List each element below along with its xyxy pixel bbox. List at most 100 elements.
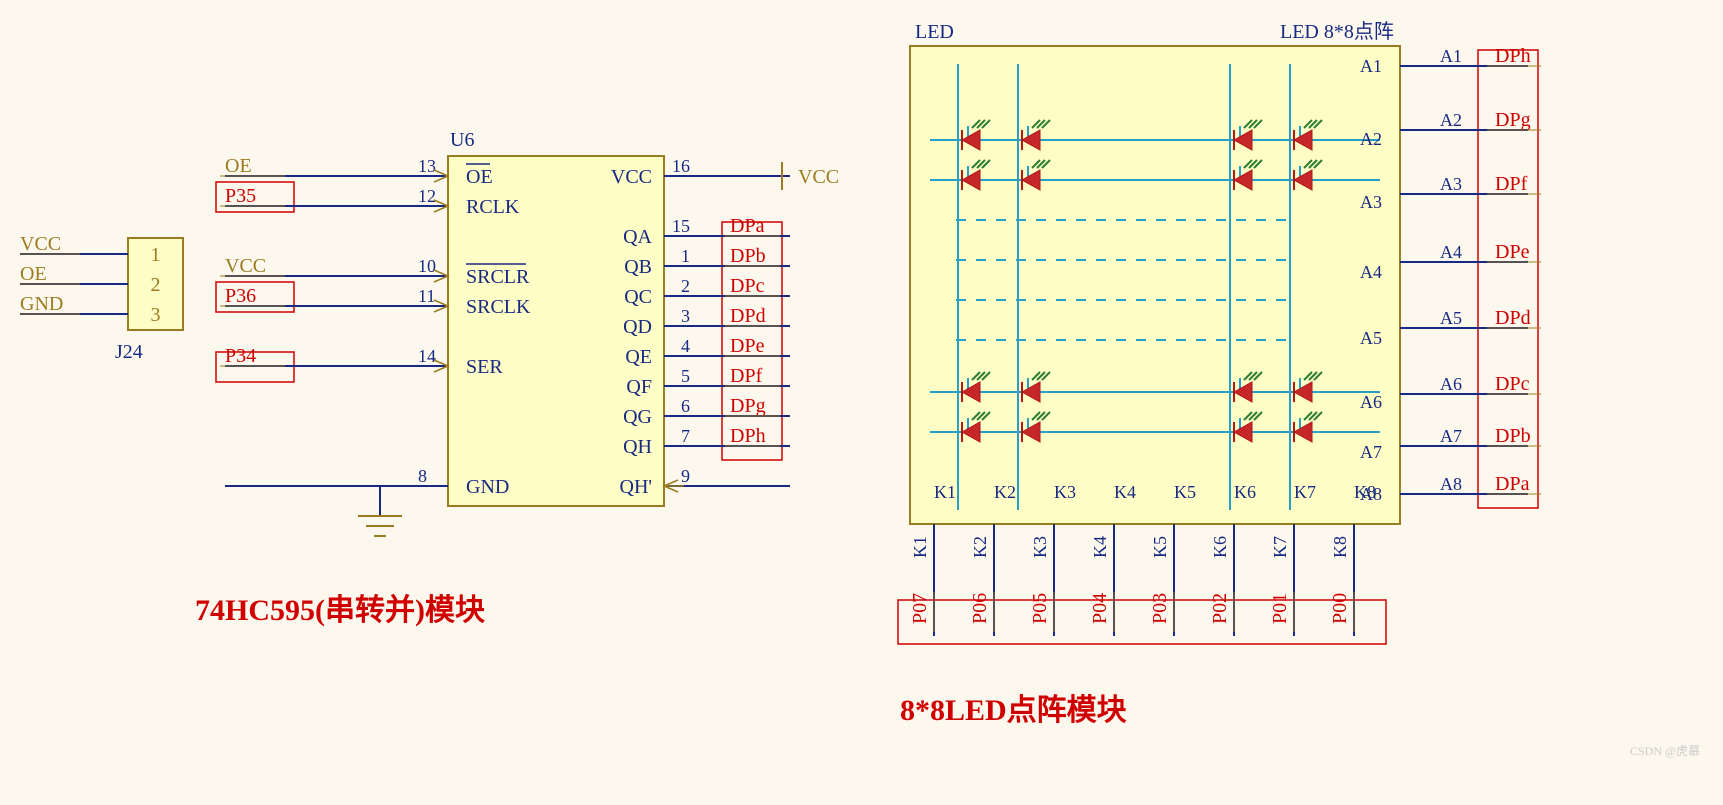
svg-text:8: 8 — [418, 466, 427, 486]
svg-text:DPh: DPh — [1495, 45, 1531, 67]
svg-text:RCLK: RCLK — [466, 196, 520, 218]
svg-text:15: 15 — [672, 216, 690, 236]
svg-text:J24: J24 — [115, 341, 143, 363]
svg-text:K4: K4 — [1090, 536, 1110, 558]
svg-text:SRCLK: SRCLK — [466, 296, 531, 318]
svg-text:A3: A3 — [1360, 192, 1382, 212]
svg-text:A2: A2 — [1440, 110, 1462, 130]
svg-text:7: 7 — [681, 426, 690, 446]
svg-text:9: 9 — [681, 466, 690, 486]
svg-text:DPf: DPf — [730, 365, 763, 387]
svg-text:A8: A8 — [1440, 474, 1462, 494]
svg-text:74HC595(串转并)模块: 74HC595(串转并)模块 — [195, 594, 485, 627]
svg-text:6: 6 — [681, 396, 690, 416]
svg-text:K1: K1 — [934, 482, 956, 502]
svg-text:A7: A7 — [1440, 426, 1462, 446]
svg-text:K8: K8 — [1354, 482, 1376, 502]
svg-text:A3: A3 — [1440, 174, 1462, 194]
svg-text:U6: U6 — [450, 129, 474, 151]
svg-text:14: 14 — [418, 346, 436, 366]
svg-text:A1: A1 — [1440, 46, 1462, 66]
svg-text:P01: P01 — [1269, 593, 1291, 624]
svg-text:OE: OE — [225, 155, 252, 177]
svg-text:K3: K3 — [1054, 482, 1076, 502]
svg-text:VCC: VCC — [611, 166, 652, 188]
svg-text:DPe: DPe — [730, 335, 765, 357]
svg-text:K5: K5 — [1174, 482, 1196, 502]
svg-text:P03: P03 — [1149, 593, 1171, 624]
svg-text:A4: A4 — [1440, 242, 1462, 262]
svg-text:QH': QH' — [620, 476, 653, 498]
svg-text:DPc: DPc — [1495, 373, 1530, 395]
svg-text:P35: P35 — [225, 185, 256, 207]
svg-text:QF: QF — [626, 376, 652, 398]
svg-text:QE: QE — [625, 346, 652, 368]
svg-text:QB: QB — [624, 256, 652, 278]
svg-text:A2: A2 — [1360, 129, 1382, 149]
svg-text:CSDN @虎慕: CSDN @虎慕 — [1630, 744, 1700, 758]
svg-text:SER: SER — [466, 356, 503, 378]
svg-text:K7: K7 — [1270, 536, 1290, 558]
svg-text:LED 8*8点阵: LED 8*8点阵 — [1280, 20, 1394, 43]
schematic-svg: 1VCC2OE3GNDJ24U613OEOE12RCLKP3510SRCLRVC… — [0, 0, 1723, 805]
svg-text:DPh: DPh — [730, 425, 766, 447]
svg-text:13: 13 — [418, 156, 436, 176]
svg-text:2: 2 — [151, 274, 161, 296]
svg-text:QG: QG — [623, 406, 652, 428]
svg-text:K1: K1 — [910, 536, 930, 558]
svg-text:A1: A1 — [1360, 56, 1382, 76]
svg-text:K4: K4 — [1114, 482, 1136, 502]
svg-text:DPb: DPb — [1495, 425, 1531, 447]
svg-text:2: 2 — [681, 276, 690, 296]
svg-text:11: 11 — [418, 286, 435, 306]
svg-text:P04: P04 — [1089, 593, 1111, 624]
svg-text:DPf: DPf — [1495, 173, 1528, 195]
svg-text:DPe: DPe — [1495, 241, 1530, 263]
svg-text:VCC: VCC — [20, 233, 61, 255]
svg-text:K5: K5 — [1150, 536, 1170, 558]
schematic-root: { "canvas":{"w":1723,"h":805,"bg":"#fdf8… — [0, 0, 1723, 805]
svg-text:GND: GND — [20, 293, 63, 315]
svg-text:8*8LED点阵模块: 8*8LED点阵模块 — [900, 694, 1127, 727]
svg-text:DPd: DPd — [1495, 307, 1531, 329]
svg-text:12: 12 — [418, 186, 436, 206]
svg-text:16: 16 — [672, 156, 690, 176]
svg-text:3: 3 — [151, 304, 161, 326]
svg-text:DPg: DPg — [730, 395, 766, 417]
svg-text:A6: A6 — [1360, 392, 1382, 412]
svg-text:A6: A6 — [1440, 374, 1462, 394]
svg-text:A5: A5 — [1440, 308, 1462, 328]
svg-text:A5: A5 — [1360, 328, 1382, 348]
svg-text:DPc: DPc — [730, 275, 765, 297]
svg-text:QC: QC — [624, 286, 652, 308]
svg-text:10: 10 — [418, 256, 436, 276]
svg-text:K6: K6 — [1234, 482, 1256, 502]
svg-text:VCC: VCC — [225, 255, 266, 277]
svg-text:5: 5 — [681, 366, 690, 386]
svg-text:DPd: DPd — [730, 305, 766, 327]
svg-text:P06: P06 — [969, 593, 991, 624]
svg-text:3: 3 — [681, 306, 690, 326]
svg-text:DPb: DPb — [730, 245, 766, 267]
svg-text:LED: LED — [915, 21, 954, 43]
svg-text:P07: P07 — [909, 593, 931, 624]
svg-text:VCC: VCC — [798, 166, 839, 188]
svg-text:K8: K8 — [1330, 536, 1350, 558]
svg-text:QH: QH — [623, 436, 652, 458]
svg-text:K2: K2 — [994, 482, 1016, 502]
svg-text:GND: GND — [466, 476, 509, 498]
svg-text:P02: P02 — [1209, 593, 1231, 624]
svg-text:DPa: DPa — [1495, 473, 1530, 495]
svg-text:1: 1 — [151, 244, 161, 266]
svg-text:A7: A7 — [1360, 442, 1382, 462]
svg-text:1: 1 — [681, 246, 690, 266]
svg-text:OE: OE — [466, 166, 493, 188]
svg-text:K3: K3 — [1030, 536, 1050, 558]
svg-text:P36: P36 — [225, 285, 256, 307]
svg-text:DPa: DPa — [730, 215, 765, 237]
svg-text:SRCLR: SRCLR — [466, 266, 530, 288]
svg-text:P05: P05 — [1029, 593, 1051, 624]
svg-text:K6: K6 — [1210, 536, 1230, 558]
svg-text:K2: K2 — [970, 536, 990, 558]
svg-text:A4: A4 — [1360, 262, 1382, 282]
